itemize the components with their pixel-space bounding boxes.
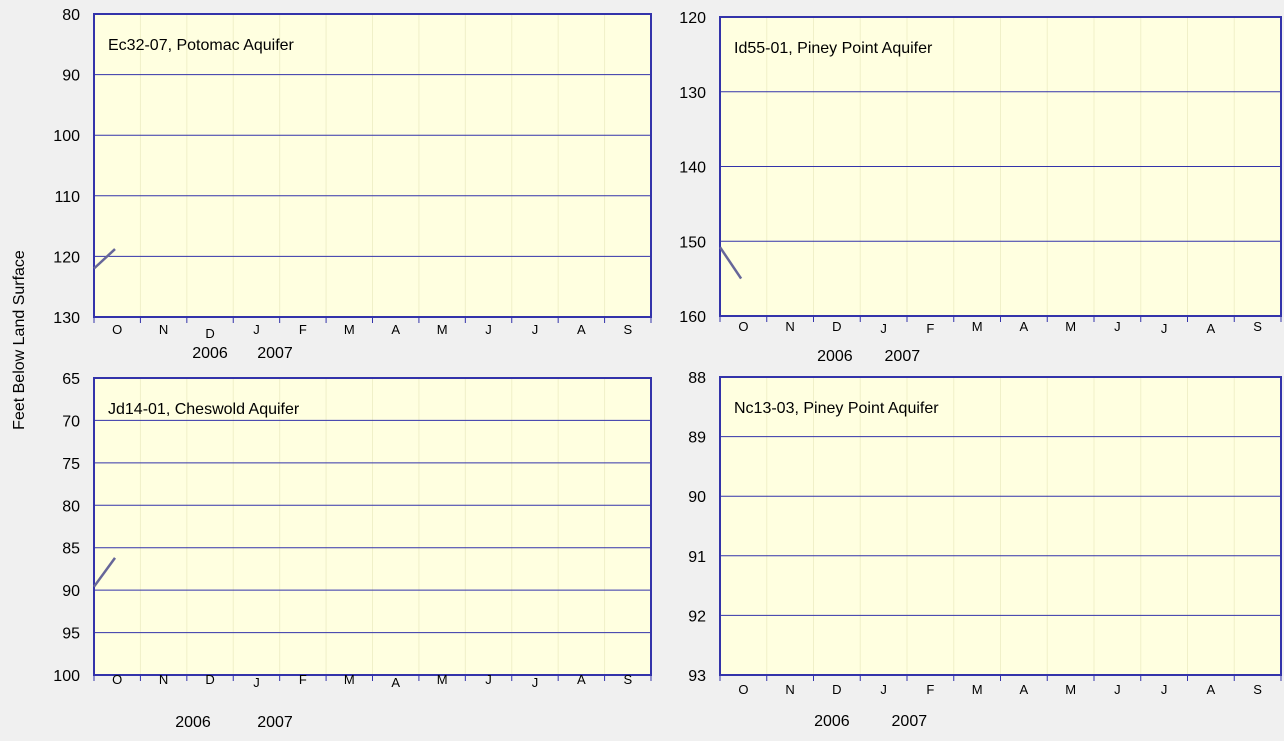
month-tick-label: J (880, 682, 887, 697)
month-tick-label: O (112, 322, 122, 337)
y-tick-label: 150 (679, 234, 706, 251)
month-tick-label: M (437, 322, 448, 337)
month-tick-label: M (344, 672, 355, 687)
year-label: 2006 (192, 345, 228, 362)
month-tick-label: J (1161, 321, 1168, 336)
y-tick-label: 93 (688, 668, 706, 685)
y-tick-label: 90 (62, 68, 80, 85)
month-tick-label: M (1065, 319, 1076, 334)
month-tick-label: N (785, 319, 794, 334)
y-tick-label: 90 (688, 489, 706, 506)
y-tick-label: 80 (62, 498, 80, 515)
month-tick-label: A (577, 672, 586, 687)
water-level-line (718, 246, 743, 280)
month-tick-label: N (785, 682, 794, 697)
month-tick-label: S (623, 672, 632, 687)
month-tick-label: D (832, 682, 841, 697)
y-tick-label: 120 (53, 249, 80, 266)
panel-title: Ec32-07, Potomac Aquifer (108, 37, 295, 54)
month-tick-label: D (205, 672, 214, 687)
y-tick-label: 80 (62, 7, 80, 24)
month-tick-label: A (1207, 321, 1216, 336)
y-tick-label: 91 (688, 549, 706, 566)
month-tick-label: S (1253, 319, 1262, 334)
y-tick-label: 100 (53, 128, 80, 145)
y-tick-label: 85 (62, 541, 80, 558)
year-label: 2007 (257, 345, 293, 362)
year-label: 2006 (817, 348, 853, 365)
month-tick-label: J (532, 675, 539, 690)
month-tick-label: F (926, 321, 934, 336)
month-tick-label: F (299, 672, 307, 687)
y-tick-label: 130 (53, 310, 80, 327)
month-tick-label: D (832, 319, 841, 334)
month-tick-label: J (253, 675, 260, 690)
y-tick-label: 89 (688, 430, 706, 447)
month-tick-label: N (159, 322, 168, 337)
y-tick-label: 92 (688, 608, 706, 625)
panel-title: Jd14-01, Cheswold Aquifer (108, 401, 300, 418)
hydrograph-panel: 65 70 75 80 85 90 95 100 O N D J F M A M J J A S 2006 2007 Jd1… (53, 371, 652, 731)
hydrograph-panel: 80 90 100 110 120 130 O N D J F M A M J J A S 2006 2007 Ec32… (53, 7, 652, 362)
month-tick-label: F (926, 682, 934, 697)
month-tick-label: N (159, 672, 168, 687)
month-tick-label: S (1253, 682, 1262, 697)
hydrograph-panel: 88 89 90 91 92 93 O N D J F M A M J J A S 2006 2007 Nc13-03,… (688, 370, 1282, 730)
month-tick-label: A (1020, 682, 1029, 697)
month-tick-label: O (738, 682, 748, 697)
month-tick-label: A (391, 675, 400, 690)
month-tick-label: A (1020, 319, 1029, 334)
y-tick-label: 75 (62, 456, 80, 473)
year-label: 2007 (892, 713, 928, 730)
water-level-line (92, 557, 117, 588)
year-label: 2007 (257, 714, 293, 731)
y-tick-label: 90 (62, 583, 80, 600)
panel-title: Nc13-03, Piney Point Aquifer (734, 400, 939, 417)
month-tick-label: M (437, 672, 448, 687)
y-tick-label: 88 (688, 370, 706, 387)
water-level-line (93, 248, 116, 270)
month-tick-label: O (112, 672, 122, 687)
month-tick-label: J (880, 321, 887, 336)
month-tick-label: J (1114, 319, 1121, 334)
month-tick-label: S (623, 322, 632, 337)
y-tick-label: 130 (679, 85, 706, 102)
month-tick-label: J (532, 322, 539, 337)
y-tick-label: 95 (62, 626, 80, 643)
month-tick-label: A (1207, 682, 1216, 697)
y-tick-label: 110 (54, 189, 80, 206)
month-tick-label: F (299, 322, 307, 337)
month-tick-label: O (738, 319, 748, 334)
month-tick-label: J (1161, 682, 1168, 697)
month-tick-label: J (253, 322, 260, 337)
month-tick-label: J (485, 322, 492, 337)
month-tick-label: D (205, 326, 214, 341)
year-label: 2007 (885, 348, 921, 365)
y-tick-label: 120 (679, 10, 706, 27)
hydrograph-panel: 120 130 140 150 160 O N D J F M A M J J A S 2006 2007 Id55-… (679, 10, 1282, 365)
month-tick-label: A (577, 322, 586, 337)
month-tick-label: J (1114, 682, 1121, 697)
month-tick-label: A (391, 322, 400, 337)
month-tick-label: M (344, 322, 355, 337)
month-tick-label: M (972, 319, 983, 334)
month-tick-label: J (485, 672, 492, 687)
panel-title: Id55-01, Piney Point Aquifer (734, 40, 933, 57)
y-tick-label: 140 (679, 160, 706, 177)
y-tick-label: 70 (62, 413, 80, 430)
month-tick-label: M (1065, 682, 1076, 697)
y-tick-label: 160 (679, 309, 706, 326)
year-label: 2006 (814, 713, 850, 730)
month-tick-label: M (972, 682, 983, 697)
y-tick-label: 65 (62, 371, 80, 388)
y-axis-title: Feet Below Land Surface (11, 250, 28, 430)
y-tick-label: 100 (53, 668, 80, 685)
year-label: 2006 (175, 714, 211, 731)
